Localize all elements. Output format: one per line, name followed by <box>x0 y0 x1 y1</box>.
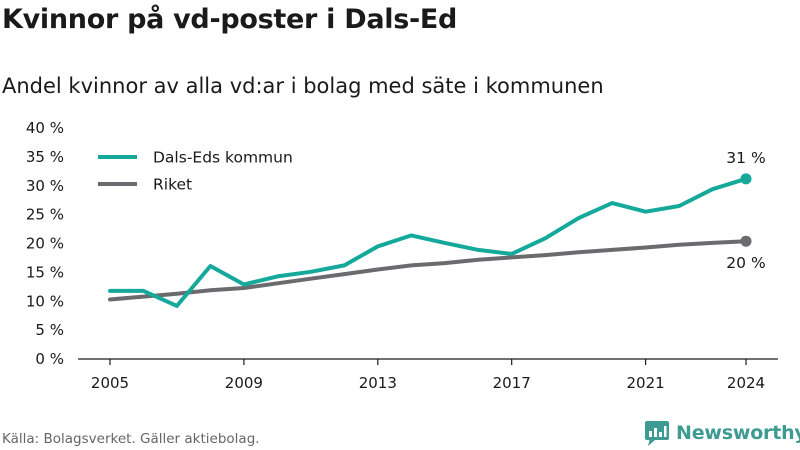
y-tick-label: 10 % <box>26 292 64 310</box>
end-point-riket <box>740 235 752 247</box>
source-note: Källa: Bolagsverket. Gäller aktiebolag. <box>2 431 260 447</box>
legend-label: Dals-Eds kommun <box>153 149 293 167</box>
end-point-dals-ed <box>740 173 752 185</box>
y-tick-label: 20 % <box>26 235 64 253</box>
chart-subtitle: Andel kvinnor av alla vd:ar i bolag med … <box>2 74 604 98</box>
y-tick-label: 40 % <box>26 119 64 137</box>
legend-label: Riket <box>153 176 192 194</box>
y-tick-label: 25 % <box>26 206 64 224</box>
newsworthy-logo[interactable]: Newsworthy <box>644 418 800 448</box>
y-tick-label: 15 % <box>26 263 64 281</box>
end-label-riket: 20 % <box>726 254 765 272</box>
y-tick-label: 5 % <box>35 321 64 339</box>
x-tick-label: 2024 <box>727 374 765 392</box>
brand-name: Newsworthy <box>676 422 800 444</box>
x-tick-label: 2017 <box>493 374 531 392</box>
newsworthy-icon <box>645 421 669 446</box>
x-tick-label: 2005 <box>91 374 129 392</box>
x-tick-label: 2013 <box>359 374 397 392</box>
y-tick-label: 30 % <box>26 177 64 195</box>
y-tick-label: 35 % <box>26 148 64 166</box>
x-tick-label: 2021 <box>626 374 664 392</box>
y-tick-label: 0 % <box>35 350 64 368</box>
x-tick-label: 2009 <box>225 374 263 392</box>
series-line-riket <box>108 239 748 302</box>
chart-title: Kvinnor på vd-poster i Dals-Ed <box>2 4 458 35</box>
end-label-dals-ed: 31 % <box>726 149 765 167</box>
series-line-dals-ed <box>108 176 748 308</box>
